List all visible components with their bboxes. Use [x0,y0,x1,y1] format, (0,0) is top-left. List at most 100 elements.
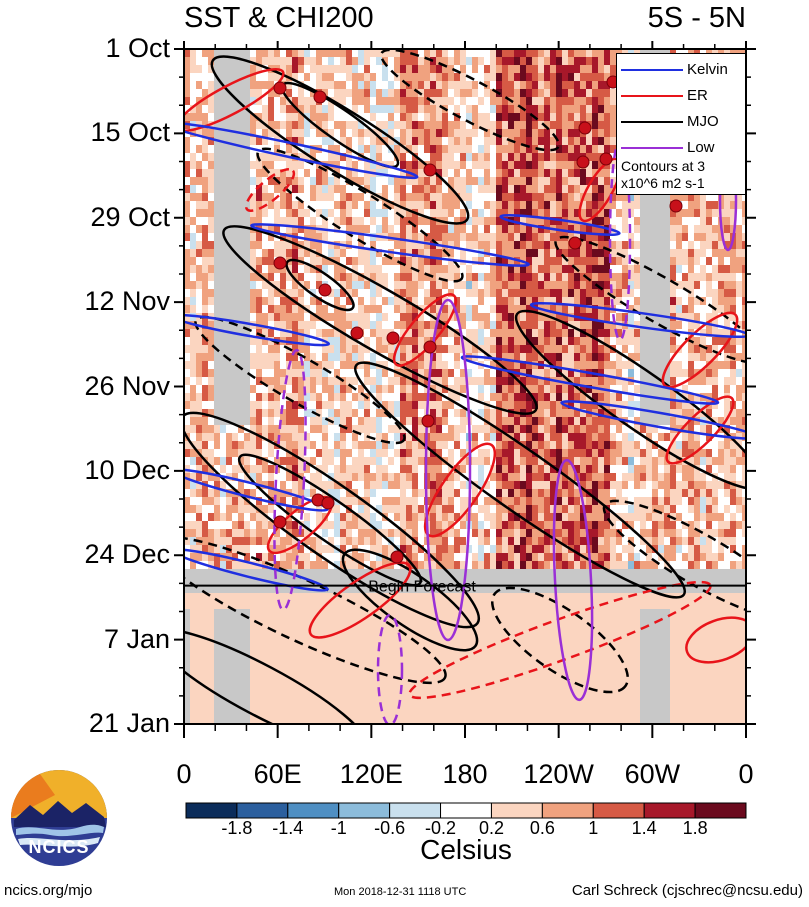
field-cell [310,209,317,218]
field-cell [478,265,485,274]
field-cell [568,257,575,266]
field-cell [442,337,449,346]
field-cell [580,73,587,82]
field-cell [544,281,551,290]
field-cell [352,241,359,250]
field-cell [616,329,623,338]
field-cell [580,393,587,402]
field-cell [238,465,245,474]
field-cell [712,257,719,266]
field-cell [484,425,491,434]
field-cell [736,273,743,282]
field-cell [406,137,413,146]
field-cell [238,65,245,74]
field-cell [496,465,503,474]
field-cell [412,65,419,74]
field-cell [256,409,263,418]
field-cell [334,369,341,378]
field-cell [586,297,593,306]
field-cell [538,113,545,122]
field-cell [622,201,629,210]
field-cell [370,153,377,162]
field-cell [346,97,353,106]
field-cell [388,449,395,458]
field-cell [214,273,221,282]
field-cell [712,225,719,234]
field-cell [232,145,239,154]
field-cell [334,297,341,306]
field-cell [340,289,347,298]
field-cell [610,417,617,426]
field-cell [472,65,479,74]
field-cell [514,241,521,250]
field-cell [334,401,341,410]
field-cell [724,329,731,338]
field-cell [736,345,743,354]
field-cell [622,385,629,394]
field-cell [184,193,191,202]
field-cell [544,113,551,122]
field-cell [262,425,269,434]
field-cell [244,273,251,282]
field-cell [550,249,557,258]
field-cell [334,441,341,450]
field-cell [274,209,281,218]
field-cell [430,257,437,266]
field-cell [208,73,215,82]
field-cell [268,201,275,210]
field-cell [496,313,503,322]
field-cell [208,169,215,178]
field-cell [232,97,239,106]
field-cell [418,105,425,114]
field-cell [502,193,509,202]
field-cell [580,137,587,146]
field-cell [520,289,527,298]
field-cell [646,297,653,306]
field-cell [532,177,539,186]
field-cell [742,377,746,386]
field-cell [316,337,323,346]
field-cell [268,257,275,266]
field-cell [382,225,389,234]
field-cell [208,353,215,362]
field-cell [592,105,599,114]
field-cell [580,241,587,250]
field-cell [406,305,413,314]
field-cell [526,193,533,202]
field-cell [718,305,725,314]
field-cell [280,249,287,258]
field-cell [694,273,701,282]
field-cell [484,65,491,74]
field-cell [706,289,713,298]
field-cell [598,129,605,138]
field-cell [436,209,443,218]
field-cell [598,209,605,218]
field-cell [544,377,551,386]
field-cell [244,281,251,290]
field-cell [250,185,257,194]
field-cell [646,193,653,202]
field-cell [418,289,425,298]
field-cell [286,313,293,322]
field-cell [484,457,491,466]
field-cell [376,257,383,266]
field-cell [610,329,617,338]
field-cell [256,81,263,90]
field-cell [718,257,725,266]
field-cell [484,153,491,162]
field-cell [268,265,275,274]
field-cell [208,305,215,314]
field-cell [418,233,425,242]
field-cell [484,257,491,266]
field-cell [628,433,635,442]
field-cell [316,201,323,210]
field-cell [268,337,275,346]
field-cell [334,345,341,354]
field-cell [364,241,371,250]
field-cell [382,265,389,274]
field-cell [598,465,605,474]
field-cell [304,321,311,330]
field-cell [706,433,713,442]
field-cell [310,401,317,410]
field-cell [712,377,719,386]
